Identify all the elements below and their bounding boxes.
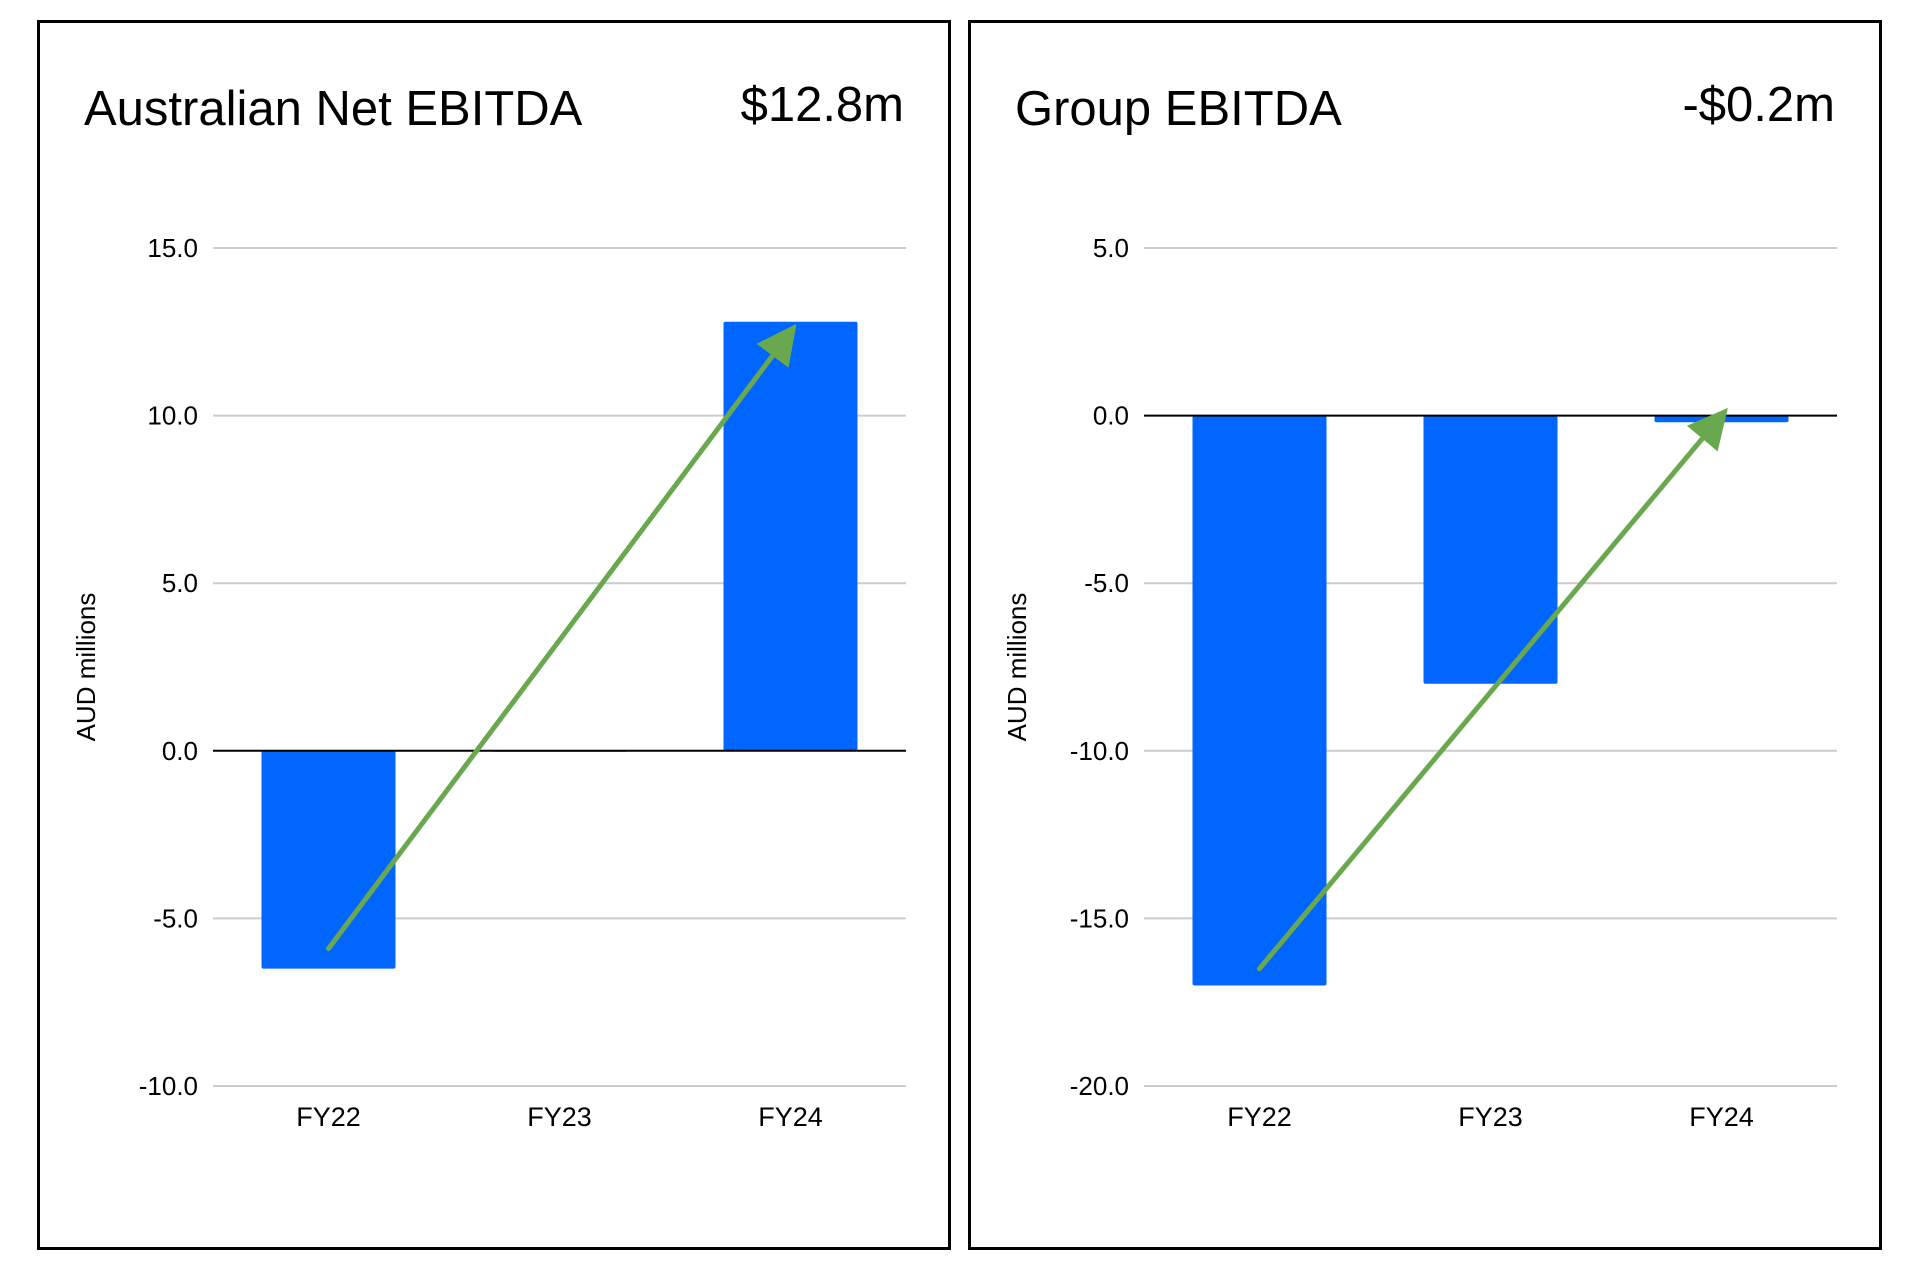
trend-arrow [1257,407,1728,972]
chart-panel-group-ebitda: Group EBITDA -$0.2m 5.0 0.0 -5.0 -10.0 -15.0… [968,20,1882,1250]
bar-fy22 [1192,415,1327,986]
y-tick-label: 15.0 [147,233,198,263]
x-tick-label: FY23 [527,1102,592,1132]
chart-title: Australian Net EBITDA [84,82,583,136]
chart-panel-australian-net-ebitda: Australian Net EBITDA $12.8m 15.0 10.0 5.0… [37,20,951,1250]
x-tick-label: FY23 [1458,1102,1523,1132]
bar-fy23 [1423,415,1558,684]
y-tick-label: -5.0 [153,903,198,933]
x-tick-label: FY24 [1689,1102,1754,1132]
bar-chart-group-ebitda: 5.0 0.0 -5.0 -10.0 -15.0 -20.0 FY22 FY23 FY24 AUD… [1002,233,1837,1132]
y-tick-label: -15.0 [1070,903,1129,933]
y-tick-label: -20.0 [1070,1071,1129,1101]
y-tick-label: 10.0 [147,401,198,431]
y-axis-label: AUD millions [71,593,101,742]
y-tick-label: 5.0 [162,568,198,598]
y-tick-label: -5.0 [1084,568,1129,598]
trend-arrow [326,323,797,952]
headline-value: -$0.2m [1682,78,1835,132]
y-tick-label: 5.0 [1093,233,1129,263]
x-tick-label: FY22 [1227,1102,1292,1132]
y-tick-label: -10.0 [1070,736,1129,766]
x-tick-label: FY22 [296,1102,361,1132]
bar-fy22 [261,750,396,969]
x-tick-label: FY24 [758,1102,823,1132]
chart-title: Group EBITDA [1015,82,1342,136]
headline-value: $12.8m [740,78,904,132]
y-axis-label: AUD millions [1002,593,1032,742]
y-tick-label: 0.0 [1093,401,1129,431]
y-tick-label: 0.0 [162,736,198,766]
bar-fy24 [723,321,858,751]
y-tick-label: -10.0 [139,1071,198,1101]
bar-chart-australian-net-ebitda: 15.0 10.0 5.0 0.0 -5.0 -10.0 FY22 FY23 FY24 AUD m… [71,233,906,1132]
